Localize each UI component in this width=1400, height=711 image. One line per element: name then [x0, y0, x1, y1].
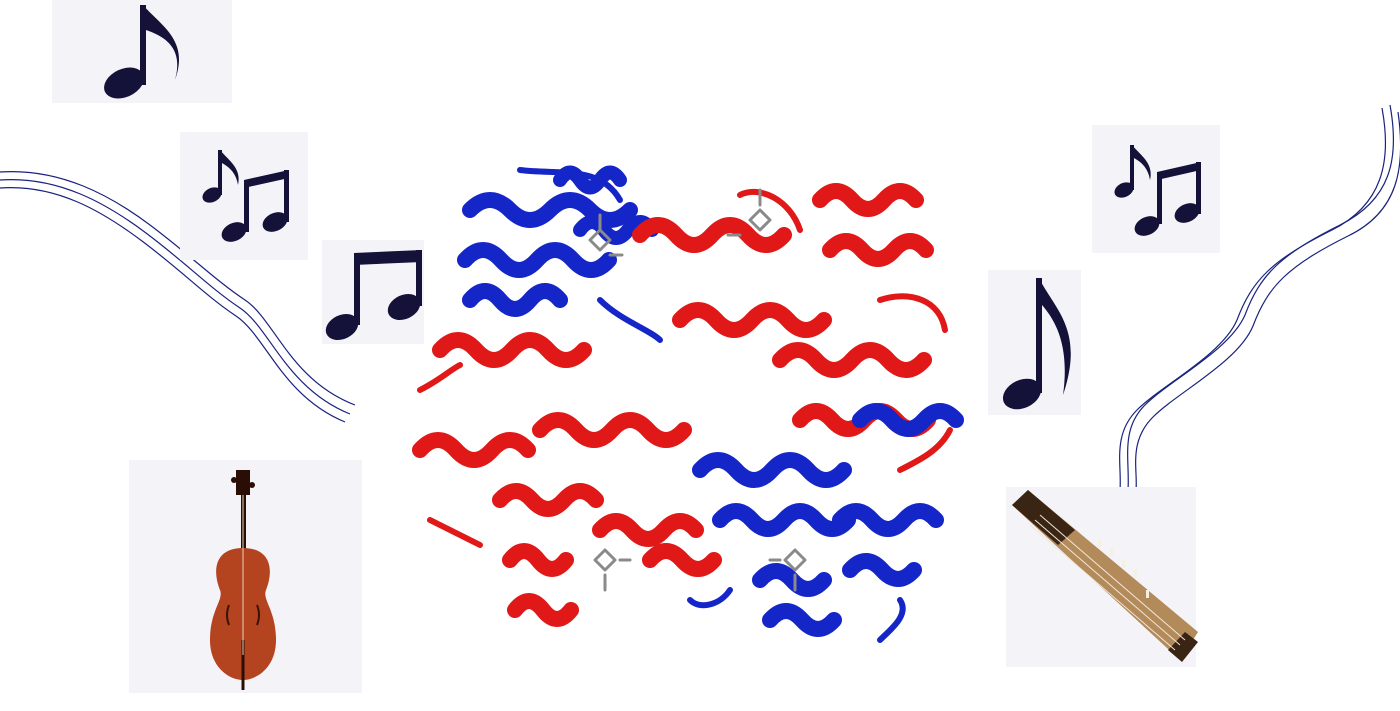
beamed-eighth-notes-icon — [1114, 145, 1201, 236]
cello-icon — [210, 470, 276, 690]
beamed-eighth-notes-icon — [325, 250, 422, 341]
hemoglobin-protein-ribbon-icon — [412, 165, 964, 643]
eighth-note-icon — [104, 5, 180, 99]
eighth-note-icon — [1002, 278, 1071, 410]
sound-wave-left-icon — [0, 171, 356, 423]
beamed-eighth-notes-icon — [202, 150, 289, 242]
sound-wave-right-icon — [1119, 104, 1400, 491]
guzheng-icon — [1012, 490, 1198, 662]
